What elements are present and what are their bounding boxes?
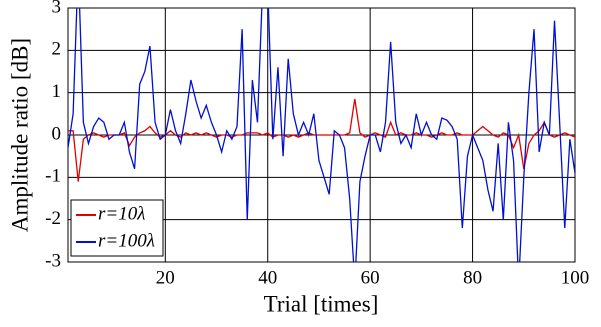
y-tick-label: -2	[45, 208, 61, 229]
x-axis-label: Trial [times]	[264, 291, 379, 316]
plot-frame	[67, 7, 576, 263]
y-tick-label: 3	[52, 0, 62, 17]
y-tick-label: -3	[45, 250, 61, 271]
x-tick-label: 40	[258, 267, 277, 288]
y-tick-label: -1	[45, 166, 61, 187]
legend-label: r=10λ	[98, 203, 145, 224]
y-tick-label: 1	[52, 81, 62, 102]
data-line	[68, 8, 575, 262]
legend-label: r=100λ	[98, 230, 155, 251]
legend-box	[70, 199, 164, 257]
x-tick-label: 60	[361, 267, 380, 288]
x-tick-label: 20	[156, 267, 175, 288]
x-tick-label: 80	[463, 267, 482, 288]
x-tick-label: 100	[561, 267, 590, 288]
y-tick-label: 0	[52, 123, 62, 144]
y-tick-label: 2	[52, 39, 62, 60]
data-line	[68, 98, 575, 182]
y-axis-label: Amplitude ratio [dB]	[7, 38, 32, 232]
